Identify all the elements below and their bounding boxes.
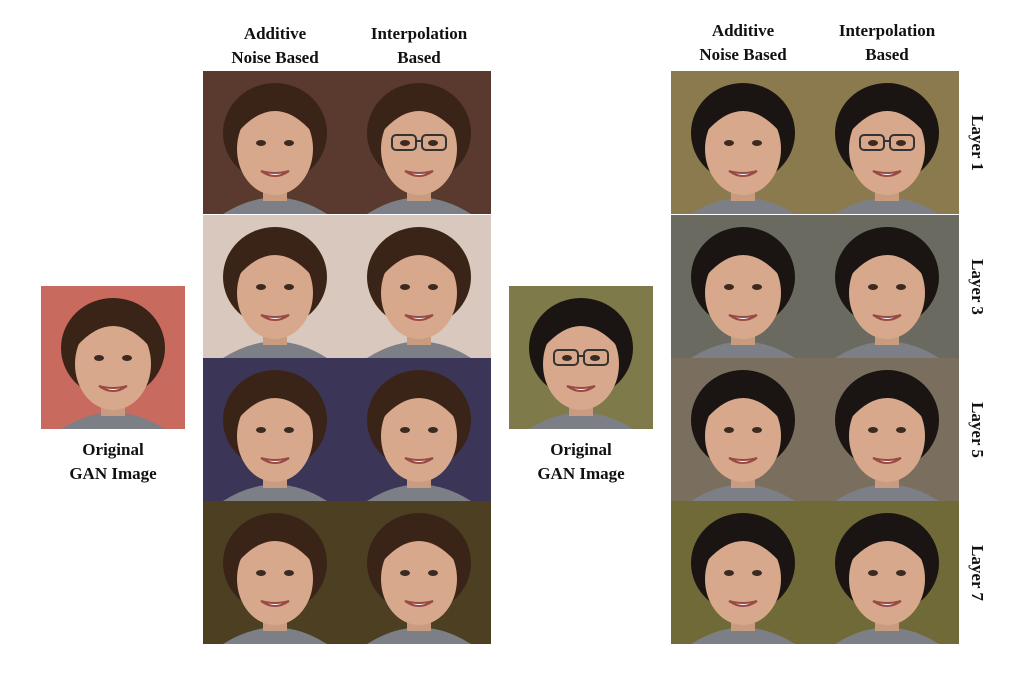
header-line: Noise Based (699, 45, 787, 64)
header-line: Based (865, 45, 909, 64)
layer-label: Layer 7 (960, 501, 994, 644)
layer-label-text: Layer 3 (968, 258, 987, 315)
right-interpolation-image (815, 358, 959, 501)
caption-line: Original (82, 440, 144, 459)
right-header-interpolation: Interpolation Based (815, 19, 959, 67)
left-interpolation-image (347, 215, 491, 358)
right-additive-noise-image (671, 501, 815, 644)
right-header-additive: Additive Noise Based (671, 19, 815, 67)
left-additive-noise-image (203, 215, 347, 358)
left-additive-noise-image (203, 501, 347, 644)
right-interpolation-image (815, 71, 959, 214)
left-interpolation-image (347, 501, 491, 644)
right-interpolation-image (815, 215, 959, 358)
left-header-interpolation: Interpolation Based (347, 22, 491, 70)
header-line: Noise Based (231, 48, 319, 67)
caption-line: Original (550, 440, 612, 459)
header-line: Based (397, 48, 441, 67)
layer-label-text: Layer 1 (968, 114, 987, 171)
header-line: Interpolation (370, 24, 468, 43)
left-additive-noise-image (203, 358, 347, 501)
right-additive-noise-image (671, 71, 815, 214)
header-line: Interpolation (838, 21, 936, 40)
left-header-additive: Additive Noise Based (203, 22, 347, 70)
left-original-image (41, 286, 185, 429)
header-line: Additive (711, 21, 775, 40)
layer-label-text: Layer 7 (968, 544, 987, 601)
caption-line: GAN Image (69, 464, 157, 483)
layer-label: Layer 1 (960, 71, 994, 214)
left-original-caption: Original GAN Image (33, 438, 193, 486)
layer-label: Layer 3 (960, 215, 994, 358)
left-additive-noise-image (203, 71, 347, 214)
right-additive-noise-image (671, 358, 815, 501)
caption-line: GAN Image (537, 464, 625, 483)
left-interpolation-image (347, 358, 491, 501)
layer-label: Layer 5 (960, 358, 994, 501)
left-interpolation-image (347, 71, 491, 214)
right-additive-noise-image (671, 215, 815, 358)
header-line: Additive (243, 24, 307, 43)
right-original-image (509, 286, 653, 429)
layer-label-text: Layer 5 (968, 401, 987, 458)
right-original-caption: Original GAN Image (501, 438, 661, 486)
right-interpolation-image (815, 501, 959, 644)
